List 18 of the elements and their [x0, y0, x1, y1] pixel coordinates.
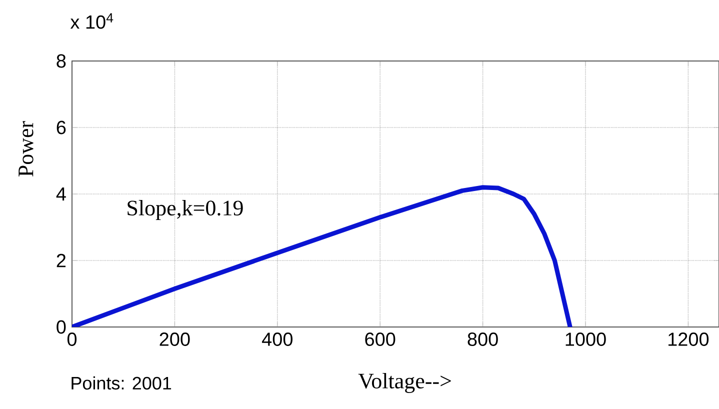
y-tick-label: 2	[56, 254, 66, 268]
annotation: Slope,k=0.19	[128, 200, 243, 220]
x-tick-label: 1000	[566, 332, 606, 346]
y-tick-label: 4	[56, 187, 66, 201]
x-tick-label: 800	[468, 332, 498, 346]
x-tick-label: 0	[67, 332, 77, 346]
y-tick-label: 6	[56, 120, 66, 134]
x-tick-label: 200	[160, 332, 190, 346]
y-tick-label: 0	[56, 320, 66, 334]
x-tick-label: 400	[262, 332, 292, 346]
y-axis-title: Power	[18, 121, 34, 176]
text: Points: 2001	[72, 376, 172, 390]
x-tick-label: 1200	[668, 332, 709, 346]
text: x 10$^{4}$	[70, 13, 114, 29]
line-series	[72, 185, 572, 327]
y-tick-label: 8	[56, 54, 66, 68]
x-axis-title: Voltage-->	[358, 373, 451, 394]
x-tick-label: 600	[365, 332, 396, 346]
